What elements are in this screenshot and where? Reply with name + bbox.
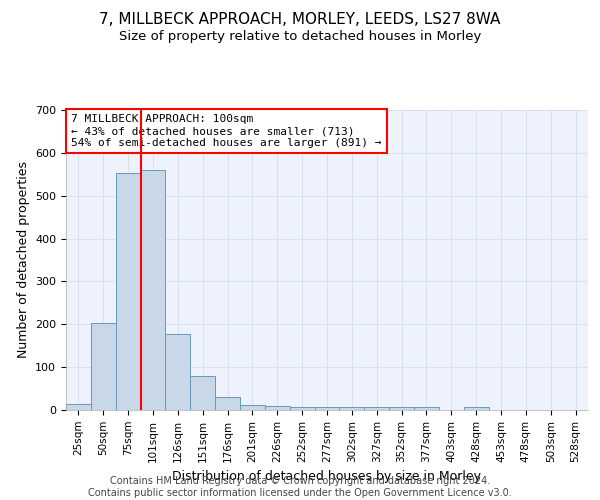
Bar xyxy=(190,376,215,410)
Bar xyxy=(215,397,240,410)
Text: Size of property relative to detached houses in Morley: Size of property relative to detached ho… xyxy=(119,30,481,43)
Bar xyxy=(389,408,414,410)
Bar xyxy=(414,408,439,410)
X-axis label: Distribution of detached houses by size in Morley: Distribution of detached houses by size … xyxy=(173,470,482,483)
Text: 7, MILLBECK APPROACH, MORLEY, LEEDS, LS27 8WA: 7, MILLBECK APPROACH, MORLEY, LEEDS, LS2… xyxy=(100,12,500,28)
Bar xyxy=(240,406,265,410)
Bar xyxy=(464,407,488,410)
Bar xyxy=(140,170,166,410)
Bar xyxy=(66,404,91,410)
Bar xyxy=(340,406,364,410)
Bar xyxy=(265,406,290,410)
Bar xyxy=(116,172,140,410)
Bar xyxy=(364,408,389,410)
Bar xyxy=(91,322,116,410)
Y-axis label: Number of detached properties: Number of detached properties xyxy=(17,162,29,358)
Bar xyxy=(314,406,340,410)
Bar xyxy=(290,406,314,410)
Bar xyxy=(166,334,190,410)
Text: Contains HM Land Registry data © Crown copyright and database right 2024.
Contai: Contains HM Land Registry data © Crown c… xyxy=(88,476,512,498)
Text: 7 MILLBECK APPROACH: 100sqm
← 43% of detached houses are smaller (713)
54% of se: 7 MILLBECK APPROACH: 100sqm ← 43% of det… xyxy=(71,114,382,148)
